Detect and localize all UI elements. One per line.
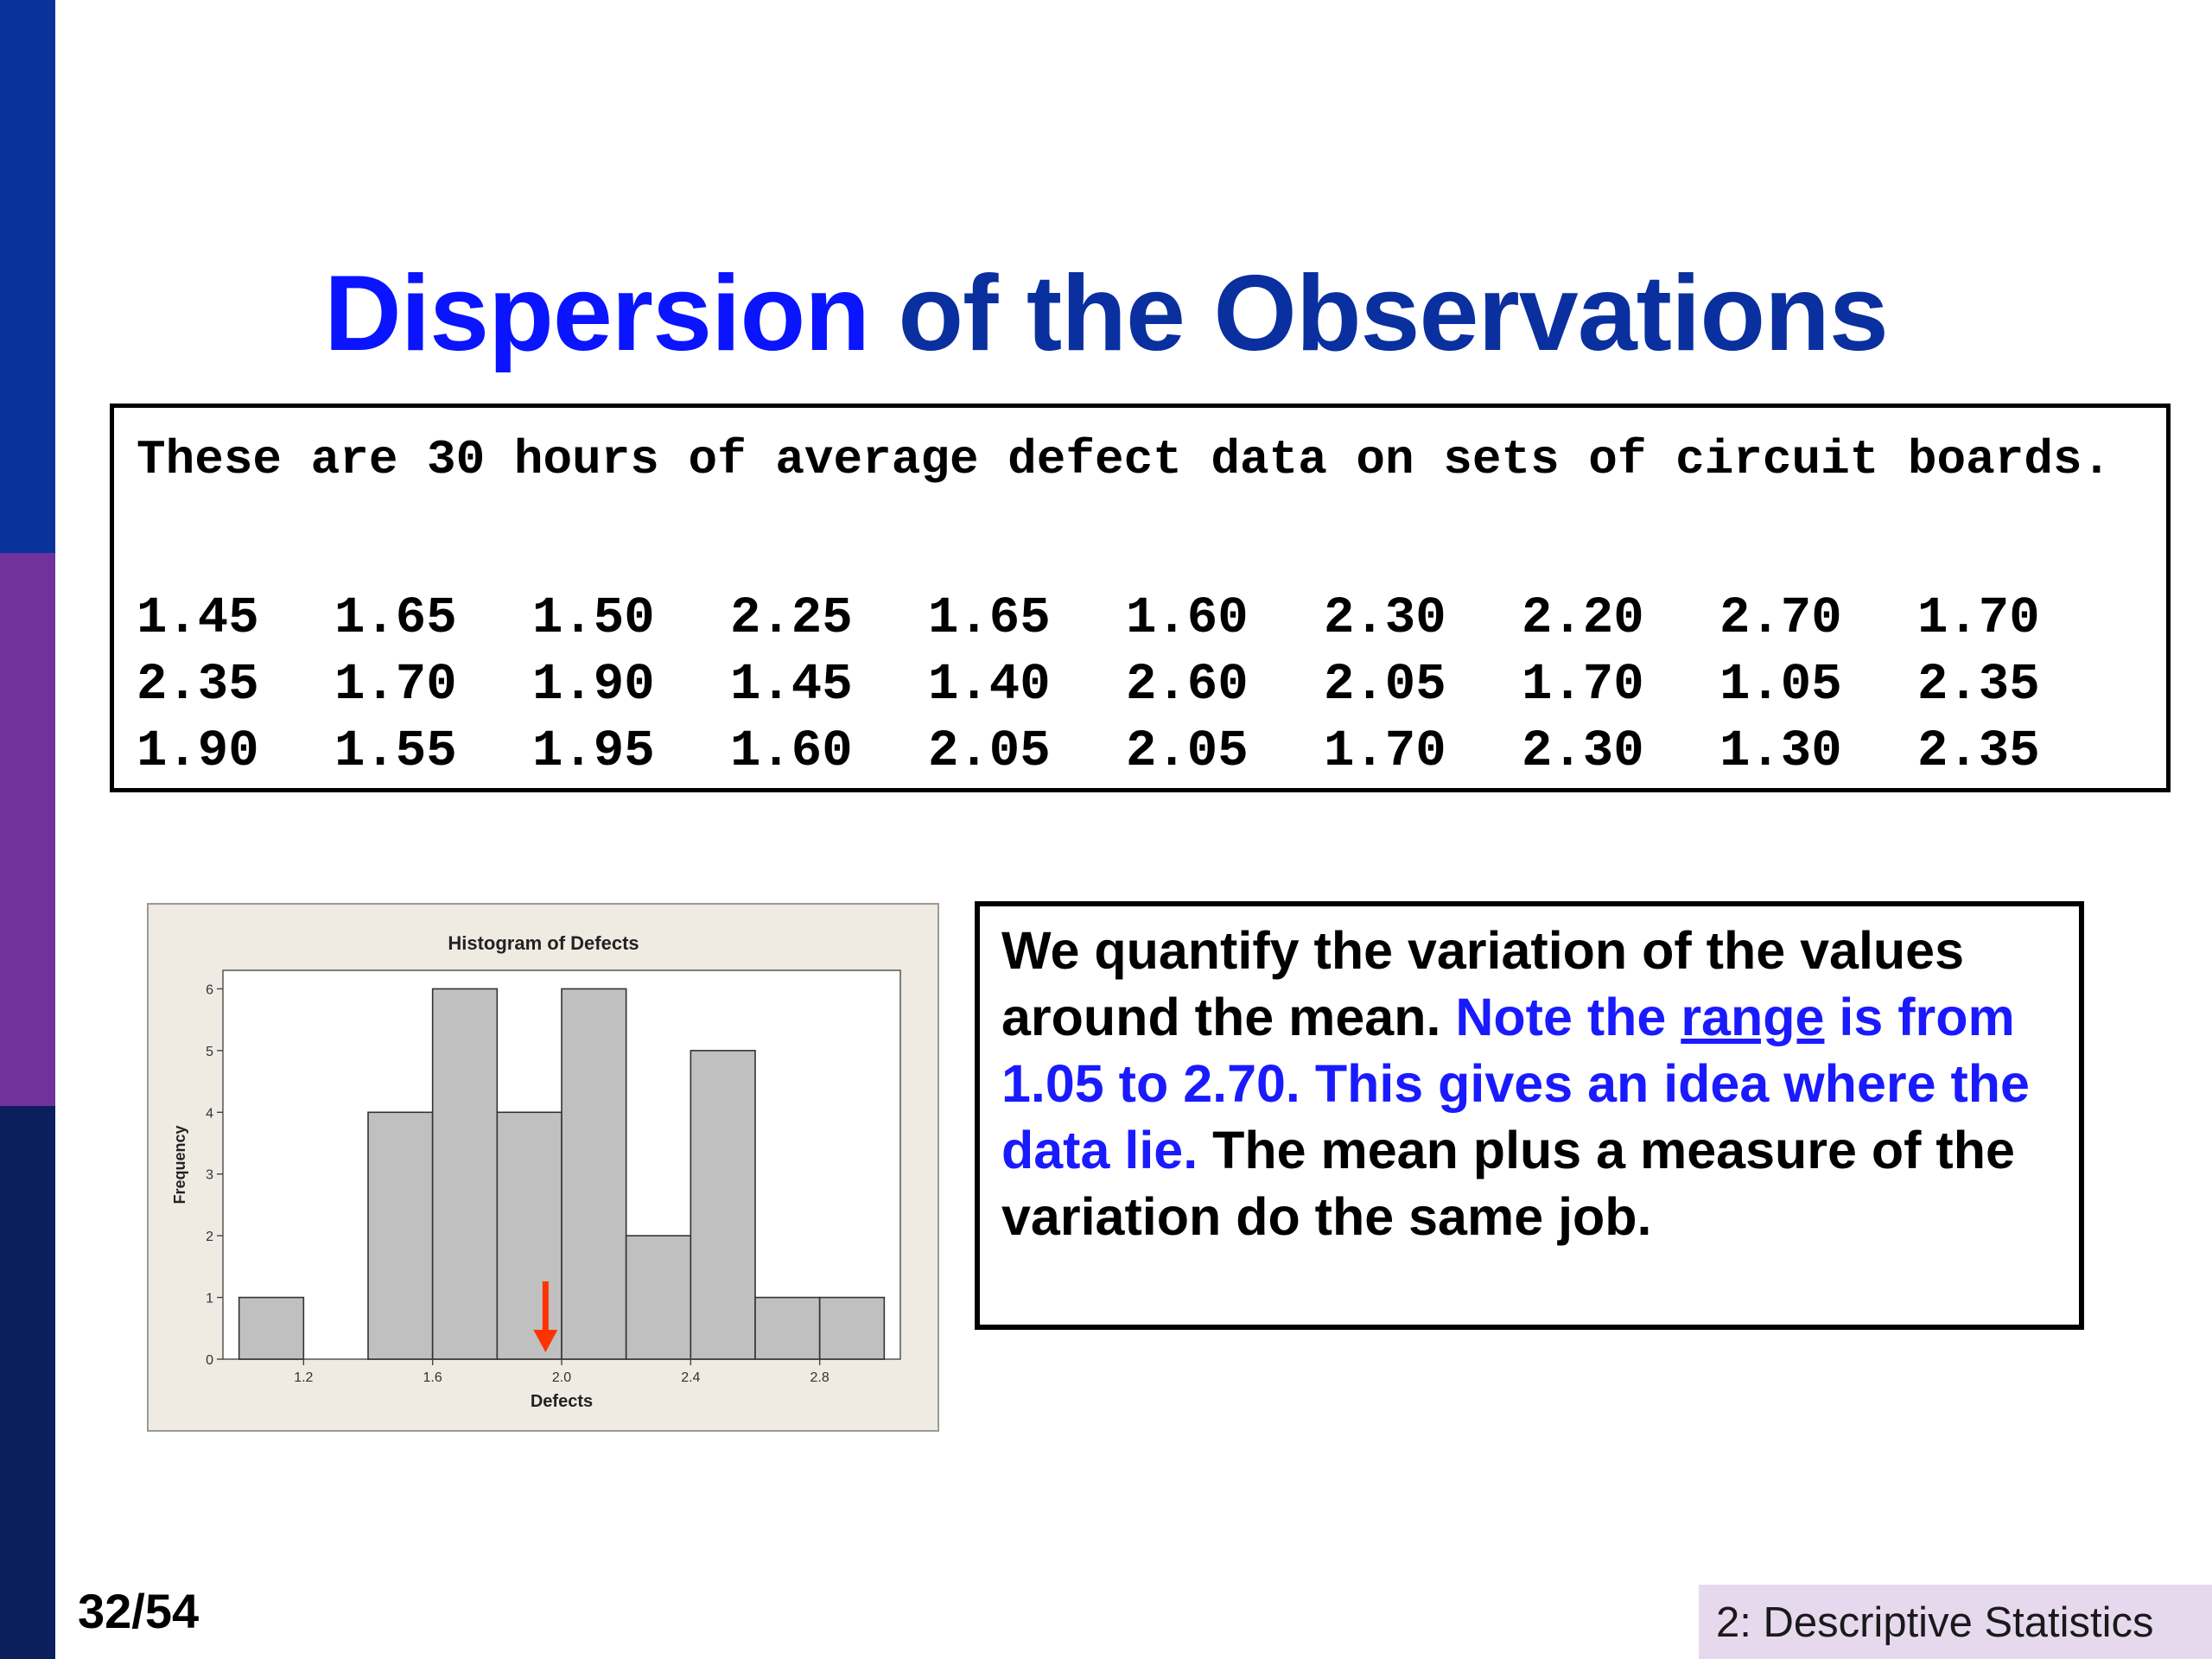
data-value: 1.45 <box>137 589 259 647</box>
data-value: 1.90 <box>532 656 655 714</box>
x-tick-label: 1.2 <box>294 1370 313 1385</box>
sidebar-segment-top <box>0 0 55 553</box>
mean-arrow-head <box>533 1330 558 1352</box>
x-axis-label: Defects <box>531 1392 593 1411</box>
histogram-bar <box>690 1050 756 1360</box>
y-tick-label: 5 <box>206 1045 213 1059</box>
data-value: 2.30 <box>1522 722 1644 780</box>
y-tick-label: 0 <box>206 1353 213 1368</box>
y-tick-label: 3 <box>206 1168 213 1183</box>
data-value: 1.95 <box>532 722 655 780</box>
histogram-svg: Histogram of Defects 0 1 2 3 4 5 6 1.2 1.6 2.0 2.… <box>171 932 901 1411</box>
data-value: 1.70 <box>1522 656 1644 714</box>
data-value: 1.65 <box>334 589 457 647</box>
page-number: 32/54 <box>78 1584 200 1638</box>
data-value: 2.60 <box>1126 656 1249 714</box>
histogram-bar <box>818 1296 886 1360</box>
data-description: These are 30 hours of average defect dat… <box>137 432 2112 487</box>
x-tick-label: 2.0 <box>552 1370 571 1385</box>
y-tick-label: 4 <box>206 1106 213 1121</box>
mean-arrow-icon <box>533 1281 558 1352</box>
data-value: 2.70 <box>1719 589 1842 647</box>
x-tick-label: 2.8 <box>810 1370 830 1385</box>
histogram-bars <box>238 988 886 1360</box>
data-value: 2.35 <box>1917 722 2040 780</box>
histogram-bar <box>561 988 627 1360</box>
footer-section-label: 2: Descriptive Statistics <box>1716 1599 2154 1646</box>
histogram-bar <box>431 988 499 1360</box>
y-axis: 0 1 2 3 4 5 6 <box>206 982 223 1368</box>
data-value: 2.35 <box>1917 656 2040 714</box>
x-tick-label: 2.4 <box>681 1370 700 1385</box>
slide-title-rest: of the Observations <box>898 254 1888 373</box>
data-value: 1.70 <box>1324 722 1446 780</box>
data-box: These are 30 hours of average defect dat… <box>110 404 2171 792</box>
data-value: 2.30 <box>1324 589 1446 647</box>
data-value: 1.05 <box>1719 656 1842 714</box>
sidebar-segment-middle <box>0 553 55 1106</box>
note-range-link: range <box>1681 988 1825 1046</box>
y-tick-label: 6 <box>206 982 213 997</box>
data-value: 2.05 <box>1126 722 1249 780</box>
histogram-chart: Histogram of Defects 0 1 2 3 4 5 6 1.2 1.6 2.0 2.… <box>147 903 939 1432</box>
histogram-bar <box>625 1235 692 1360</box>
note-range-lead: Note the <box>1455 988 1667 1046</box>
y-tick-label: 2 <box>206 1230 213 1244</box>
y-axis-label: Frequency <box>171 1125 188 1204</box>
slide-title-emphasis: Dispersion <box>324 254 870 373</box>
y-tick-label: 1 <box>206 1292 213 1306</box>
note-range-detail: is from 1.05 to 2.70. This gives an idea… <box>1001 988 2030 1179</box>
footer-section-tab: 2: Descriptive Statistics <box>1699 1585 2212 1659</box>
data-value: 2.20 <box>1522 589 1644 647</box>
data-value: 1.40 <box>928 656 1051 714</box>
slide-title: Dispersion of the Observations <box>0 249 2212 378</box>
histogram-bar <box>367 1111 434 1360</box>
data-value: 1.60 <box>1126 589 1249 647</box>
data-value: 1.70 <box>334 656 457 714</box>
x-tick-label: 1.6 <box>423 1370 442 1385</box>
histogram-bar <box>238 1296 305 1360</box>
data-value: 1.90 <box>137 722 259 780</box>
data-value: 2.25 <box>730 589 853 647</box>
note-intro: We quantify the variation of the values … <box>1001 921 1965 1046</box>
chart-title: Histogram of Defects <box>448 932 639 954</box>
data-value: 2.05 <box>1324 656 1446 714</box>
note-text: We quantify the variation of the values … <box>1001 918 2077 1250</box>
note-conclusion: The mean plus a measure of the variation… <box>1001 1121 2015 1246</box>
data-value: 1.65 <box>928 589 1051 647</box>
note-box: We quantify the variation of the values … <box>975 901 2084 1330</box>
data-value: 2.05 <box>928 722 1051 780</box>
data-value: 1.45 <box>730 656 853 714</box>
data-value: 2.35 <box>137 656 259 714</box>
data-value: 1.30 <box>1719 722 1842 780</box>
histogram-bar <box>754 1296 821 1360</box>
data-value: 1.50 <box>532 589 655 647</box>
histogram-bar <box>496 1111 563 1360</box>
data-value: 1.55 <box>334 722 457 780</box>
data-value: 1.70 <box>1917 589 2040 647</box>
x-axis: 1.2 1.6 2.0 2.4 2.8 <box>294 1359 830 1385</box>
data-value: 1.60 <box>730 722 853 780</box>
sidebar-segment-bottom <box>0 1106 55 1659</box>
